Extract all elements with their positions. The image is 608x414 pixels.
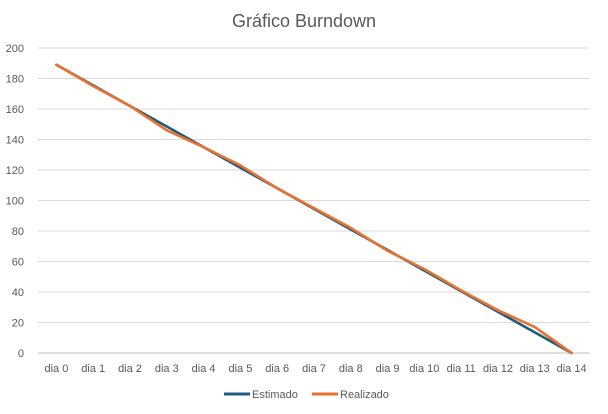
- x-tick-label: dia 12: [483, 363, 513, 375]
- x-tick-label: dia 8: [339, 363, 363, 375]
- y-tick-label: 100: [6, 196, 24, 208]
- y-tick-label: 40: [12, 287, 24, 299]
- x-tick-label: dia 3: [155, 363, 179, 375]
- x-tick-label: dia 13: [520, 363, 550, 375]
- y-tick-label: 0: [18, 348, 24, 360]
- y-tick-label: 20: [12, 318, 24, 330]
- series-lines: [55, 63, 573, 355]
- gridlines: [38, 47, 590, 323]
- y-tick-label: 60: [12, 257, 24, 269]
- legend-label: Estimado: [252, 389, 298, 401]
- x-tick-label: dia 14: [557, 363, 587, 375]
- series-line-realizado: [55, 63, 573, 355]
- legend-label: Realizado: [340, 389, 389, 401]
- y-tick-label: 80: [12, 226, 24, 238]
- x-tick-label: dia 7: [302, 363, 326, 375]
- axes: 0 20 40 60 80 100 120 140 160 180 200 dia 0 dia 1 dia…: [6, 43, 590, 375]
- x-tick-label: dia 5: [228, 363, 252, 375]
- y-tick-label: 140: [6, 135, 24, 147]
- x-tick-label: dia 4: [192, 363, 216, 375]
- y-tick-label: 160: [6, 104, 24, 116]
- chart-title: Gráfico Burndown: [232, 11, 376, 31]
- y-tick-label: 200: [6, 43, 24, 55]
- x-tick-label: dia 9: [376, 363, 400, 375]
- x-tick-label: dia 1: [81, 363, 105, 375]
- x-tick-label: dia 6: [265, 363, 289, 375]
- x-tick-label: dia 2: [118, 363, 142, 375]
- y-tick-label: 120: [6, 165, 24, 177]
- x-tick-label: dia 0: [44, 363, 68, 375]
- x-tick-label: dia 10: [409, 363, 439, 375]
- y-tick-label: 180: [6, 74, 24, 86]
- x-tick-label: dia 11: [447, 363, 476, 375]
- legend: Estimado Realizado: [224, 389, 389, 401]
